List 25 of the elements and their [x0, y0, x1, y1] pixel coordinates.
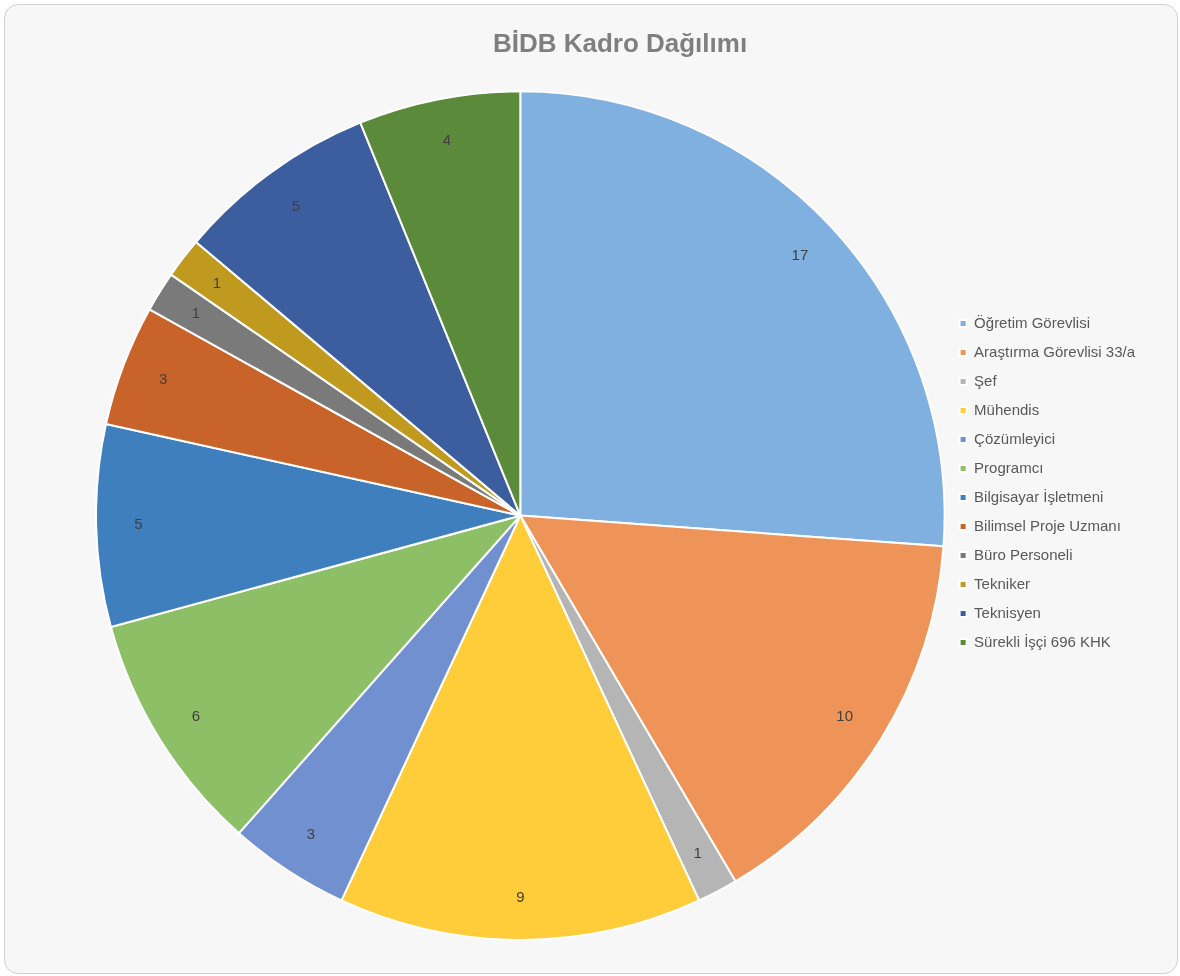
data-label: 4 [442, 130, 452, 148]
chart-title: BİDB Kadro Dağılımı [492, 27, 748, 58]
data-label: 10 [836, 707, 854, 725]
data-label: 1 [693, 843, 702, 861]
legend-label: Büro Personeli [974, 545, 1073, 563]
legend-label: Şef [974, 371, 998, 389]
data-label: 3 [306, 825, 316, 843]
legend-label: Çözümleyici [974, 429, 1055, 447]
data-label: 1 [191, 304, 201, 322]
legend-label: Tekniker [974, 574, 1030, 592]
legend-label: Öğretim Görevlisi [974, 313, 1090, 331]
legend-label: Programcı [974, 458, 1044, 476]
data-label: 3 [159, 370, 168, 388]
data-label: 9 [516, 887, 525, 905]
legend-label: Araştırma Görevlisi 33/a [974, 342, 1136, 360]
data-label: 5 [291, 196, 301, 214]
data-label: 5 [134, 514, 143, 532]
legend-label: Bilimsel Proje Uzmanı [974, 516, 1121, 534]
legend-label: Sürekli İşçi 696 KHK [974, 632, 1111, 650]
data-label: 6 [191, 707, 201, 725]
legend-label: Bilgisayar İşletmeni [974, 487, 1104, 505]
legend-label: Mühendis [974, 400, 1040, 418]
data-label: 1 [212, 273, 222, 291]
legend-label: Teknisyen [974, 603, 1041, 621]
data-label: 17 [791, 245, 809, 263]
